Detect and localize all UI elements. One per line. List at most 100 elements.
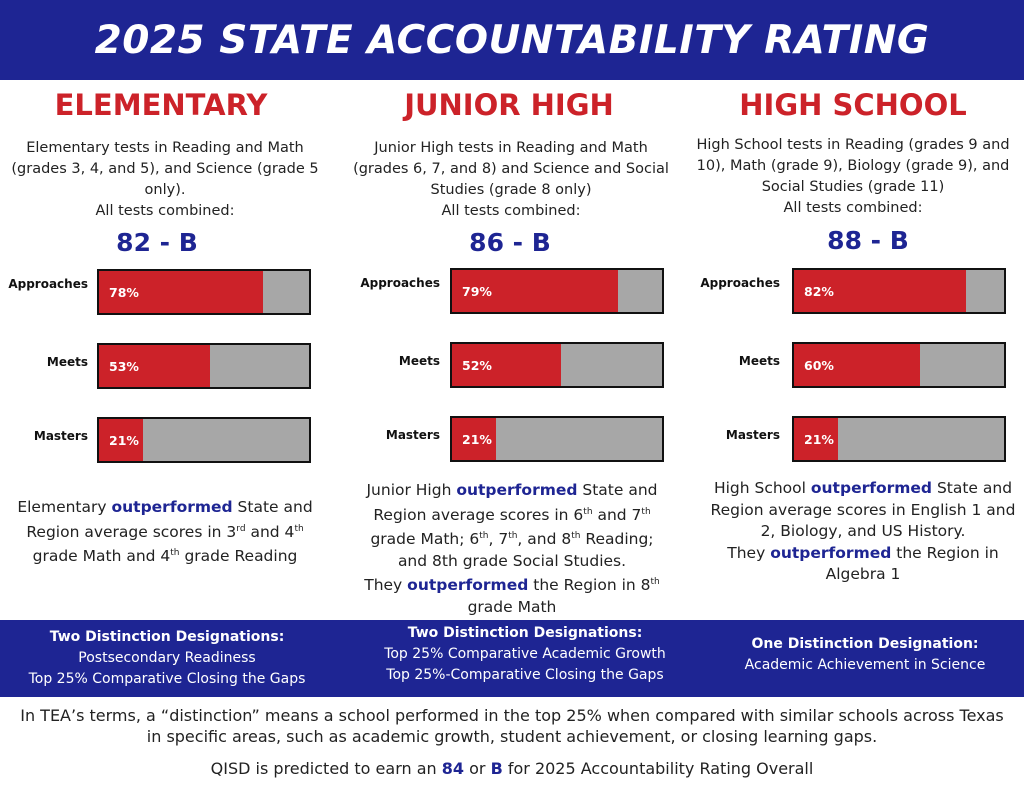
bar-fill [452, 418, 496, 460]
note-text: State and Region average scores in 6 [373, 481, 658, 524]
rating-score: 88 - B [827, 226, 909, 255]
bar-track: 82% [792, 268, 1006, 314]
prediction-score: 84 [441, 759, 465, 778]
column-heading: HIGH SCHOOL [739, 88, 967, 122]
bar-fill [452, 270, 618, 312]
note-text: grade Math; 6 [370, 530, 480, 549]
note-text: and 7 [592, 505, 642, 524]
prediction-text: for 2025 Accountability Rating Overall [502, 759, 814, 778]
bar-category-label: Approaches [360, 276, 440, 290]
ordinal-suffix: th [508, 531, 518, 542]
bar-chart: Approaches 79% Meets 52% Masters 21% [346, 80, 676, 620]
note-text: Reading; and 8th grade Social Studies. [397, 530, 654, 570]
bar-chart: Approaches 78% Meets 53% Masters 21% [0, 80, 330, 620]
note-text: State and Region average scores in 3 [26, 498, 313, 541]
bar-value-label: 21% [804, 431, 834, 447]
ordinal-suffix: th [294, 523, 304, 534]
ordinal-suffix: th [479, 531, 489, 542]
distinction-item: Top 25%-Comparative Closing the Gaps [386, 667, 664, 683]
ordinal-suffix: th [641, 506, 651, 517]
title-banner: 2025 STATE ACCOUNTABILITY RATING [0, 0, 1024, 80]
rating-score: 86 - B [469, 228, 551, 257]
bar-fill [794, 270, 966, 312]
distinction-title: Two Distinction Designations: [407, 625, 643, 641]
note-text: High School [713, 479, 811, 497]
description-text: Junior High tests in Reading and Math (g… [353, 140, 669, 198]
column-heading: ELEMENTARY [54, 88, 268, 122]
prediction-text: or [464, 759, 491, 778]
description-text: Elementary tests in Reading and Math (gr… [11, 140, 319, 198]
bar-value-label: 82% [804, 283, 834, 299]
performance-note: High School outperformed State and Regio… [702, 478, 1024, 586]
bar-track: 60% [792, 342, 1006, 388]
rating-score: 82 - B [116, 228, 198, 257]
ordinal-suffix: th [583, 506, 593, 517]
bar-category-label: Masters [33, 429, 88, 443]
combined-label: All tests combined: [441, 203, 581, 219]
bar-track: 21% [792, 416, 1006, 462]
highlight-word: outperformed [407, 576, 529, 595]
bar-fill [794, 344, 920, 386]
page-title: 2025 STATE ACCOUNTABILITY RATING [94, 17, 930, 63]
bar-track: 79% [450, 268, 664, 314]
note-text: grade Math [467, 597, 557, 616]
note-text: They [364, 576, 408, 595]
bar-value-label: 21% [109, 432, 139, 448]
bar-fill [452, 344, 561, 386]
distinction-junior-high: Two Distinction Designations: Top 25% Co… [356, 623, 694, 686]
bar-category-label: Meets [46, 355, 88, 369]
prediction-text: QISD is predicted to earn an [210, 759, 442, 778]
combined-label: All tests combined: [95, 203, 235, 219]
combined-label: All tests combined: [783, 200, 923, 216]
bar-category-label: Meets [398, 354, 440, 368]
ordinal-suffix: th [571, 531, 581, 542]
bar-value-label: 52% [462, 357, 492, 373]
note-text: the Region in 8 [528, 576, 651, 595]
performance-note: Junior High outperformed State and Regio… [360, 480, 664, 618]
bar-category-label: Meets [738, 354, 780, 368]
description-text: High School tests in Reading (grades 9 a… [696, 137, 1010, 195]
bar-fill [99, 345, 210, 387]
distinctions-band: Two Distinction Designations: Postsecond… [0, 620, 1024, 697]
bar-value-label: 53% [109, 358, 139, 374]
distinction-title: Two Distinction Designations: [49, 629, 285, 645]
column-description: High School tests in Reading (grades 9 a… [694, 135, 1012, 219]
bar-fill [99, 419, 143, 461]
highlight-word: outperformed [456, 481, 578, 499]
bar-fill [794, 418, 838, 460]
note-text: grade Reading [179, 547, 298, 566]
bar-value-label: 60% [804, 357, 834, 373]
bar-value-label: 79% [462, 283, 492, 299]
distinction-high-school: One Distinction Designation: Academic Ac… [712, 634, 1018, 676]
bar-fill [99, 271, 263, 313]
column-description: Elementary tests in Reading and Math (gr… [6, 138, 324, 222]
highlight-word: outperformed [810, 479, 933, 497]
highlight-word: outperformed [111, 498, 233, 516]
distinction-item: Postsecondary Readiness [78, 650, 256, 666]
ordinal-suffix: th [170, 548, 180, 559]
bar-track: 52% [450, 342, 664, 388]
performance-note: Elementary outperformed State and Region… [6, 497, 324, 568]
column-description: Junior High tests in Reading and Math (g… [352, 138, 670, 222]
ordinal-suffix: th [650, 577, 660, 588]
junior-high-column: JUNIOR HIGH Junior High tests in Reading… [346, 80, 676, 620]
distinction-item: Academic Achievement in Science [744, 657, 986, 673]
distinction-title: One Distinction Designation: [751, 636, 979, 652]
note-text: and 4 [245, 522, 295, 541]
bar-track: 53% [97, 343, 311, 389]
distinction-item: Top 25% Comparative Academic Growth [384, 646, 666, 662]
prediction-grade: B [490, 759, 503, 778]
bar-track: 21% [97, 417, 311, 463]
bar-chart: Approaches 82% Meets 60% Masters 21% [688, 80, 1018, 620]
note-text: State and Region average scores in Engli… [710, 479, 1016, 540]
note-text: , and 8 [517, 530, 572, 549]
note-text: grade Math and 4 [32, 547, 171, 566]
bar-value-label: 78% [109, 284, 139, 300]
note-text: , 7 [488, 530, 509, 549]
column-heading: JUNIOR HIGH [404, 88, 614, 122]
note-text: Junior High [366, 481, 457, 499]
distinction-definition: In TEA’s terms, a “distinction” means a … [20, 706, 1004, 746]
note-text: the Region in Algebra 1 [825, 543, 999, 584]
elementary-column: ELEMENTARY Elementary tests in Reading a… [0, 80, 330, 620]
bar-track: 21% [450, 416, 664, 462]
